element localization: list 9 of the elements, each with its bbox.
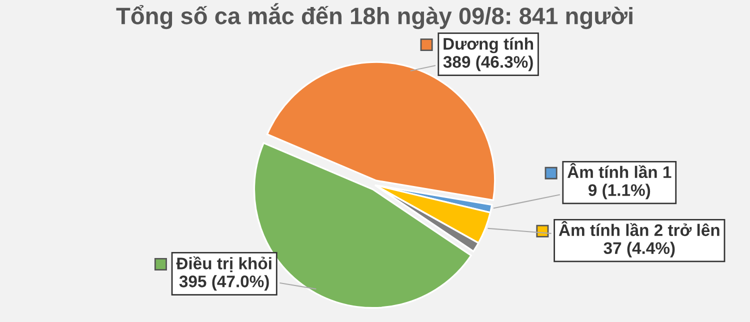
legend-label: Âm tính lần 1	[567, 162, 672, 178]
data-label: 37 (4.4%)	[604, 242, 675, 258]
data-label: 395 (47.0%)	[179, 275, 269, 291]
chart-title: Tổng số ca mắc đến 18h ngày 09/8: 841 người	[116, 3, 632, 30]
data-label: 389 (46.3%)	[443, 56, 533, 72]
data-label: 9 (1.1%)	[588, 184, 650, 200]
legend-label: Điều trị khỏi	[176, 256, 272, 272]
legend-label: Âm tính lần 2 trở lên	[558, 220, 720, 236]
legend-label: Dương tính	[444, 37, 534, 54]
